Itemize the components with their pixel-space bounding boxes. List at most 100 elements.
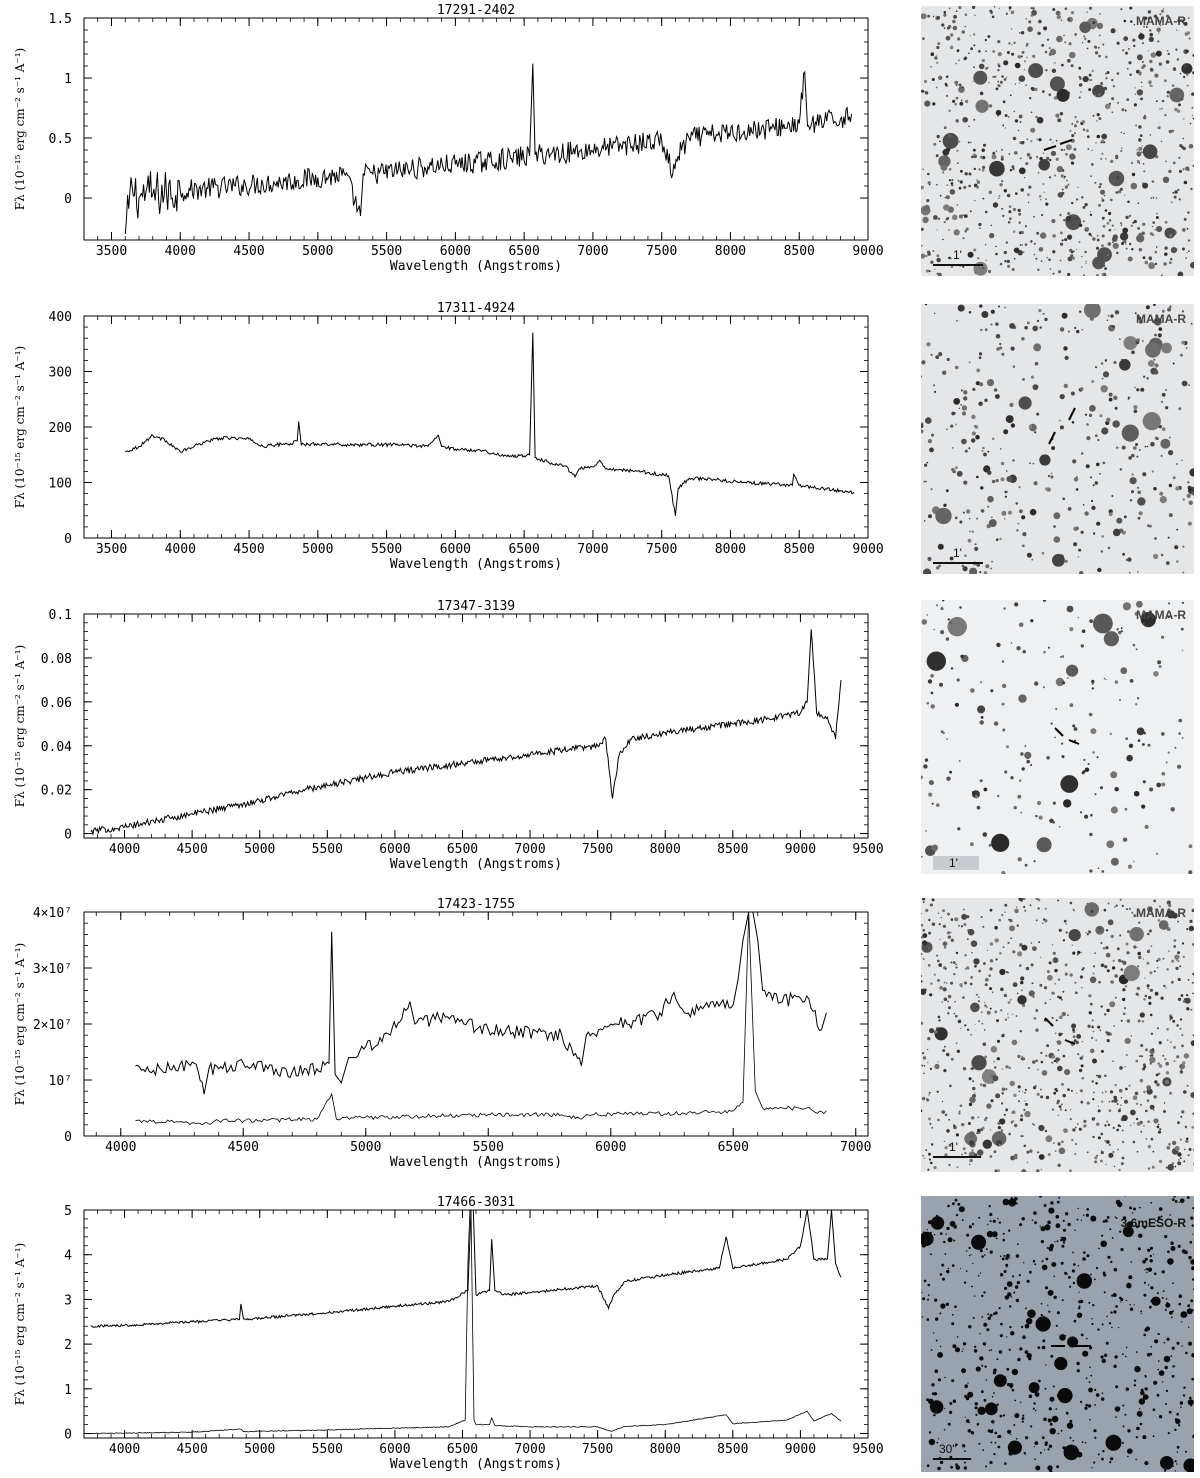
star	[1141, 145, 1143, 147]
star	[1086, 933, 1089, 936]
star	[945, 1302, 950, 1306]
star	[1143, 16, 1147, 20]
finding-chart-3: MAMA-R 1'	[921, 600, 1194, 874]
x-tick-label: 9500	[852, 1442, 883, 1457]
star	[1171, 959, 1175, 963]
star	[942, 171, 945, 174]
x-tick-label: 4500	[228, 1140, 259, 1155]
star	[1029, 97, 1032, 100]
star	[951, 214, 958, 221]
star	[1111, 241, 1114, 244]
star	[921, 1096, 926, 1101]
star	[995, 1093, 1001, 1099]
star	[1174, 1200, 1178, 1203]
star	[962, 1342, 967, 1346]
star	[985, 50, 987, 52]
star	[1046, 38, 1050, 41]
star	[967, 1382, 969, 1384]
star	[1139, 1120, 1143, 1125]
star	[1139, 32, 1142, 34]
star	[1056, 14, 1061, 20]
star	[1086, 129, 1089, 133]
star	[1166, 923, 1169, 925]
star	[926, 269, 930, 273]
star	[1161, 392, 1166, 397]
star	[1181, 380, 1188, 387]
star	[945, 1233, 947, 1235]
star	[1190, 322, 1193, 325]
star	[1046, 1044, 1049, 1048]
star	[1006, 1367, 1010, 1371]
star	[1071, 1269, 1075, 1273]
star	[1110, 771, 1118, 779]
star	[1176, 58, 1180, 61]
spectrum-line-2	[135, 912, 827, 1126]
star	[1170, 1355, 1173, 1357]
star	[1135, 1436, 1139, 1439]
star	[1033, 860, 1036, 863]
star	[1015, 1298, 1020, 1303]
star	[1188, 250, 1190, 252]
star	[1007, 1016, 1010, 1019]
star	[1172, 1347, 1175, 1349]
star	[1110, 857, 1119, 866]
star	[1124, 194, 1126, 196]
star	[1097, 1105, 1100, 1107]
star	[1046, 158, 1049, 160]
star	[988, 1349, 991, 1352]
star	[1001, 1257, 1005, 1261]
star	[1100, 1159, 1103, 1163]
star	[957, 37, 961, 41]
star	[1098, 117, 1102, 121]
star	[1025, 1436, 1029, 1440]
star	[1130, 182, 1138, 190]
star	[1170, 1246, 1176, 1251]
star	[1043, 1204, 1047, 1207]
star	[1169, 305, 1172, 308]
star	[1098, 980, 1101, 984]
star	[976, 475, 979, 479]
star	[1119, 1296, 1122, 1300]
star	[1094, 1388, 1097, 1391]
star	[1178, 1302, 1181, 1306]
star	[1002, 1414, 1006, 1417]
star	[1063, 34, 1065, 37]
star	[1049, 1396, 1055, 1402]
star	[921, 980, 923, 983]
star	[1101, 377, 1104, 380]
star	[1193, 1288, 1194, 1291]
star	[1094, 181, 1097, 184]
star	[1135, 1351, 1138, 1353]
star	[1158, 32, 1160, 34]
star	[1088, 1381, 1091, 1383]
star	[955, 963, 957, 966]
star	[1125, 737, 1129, 741]
star	[1060, 242, 1064, 246]
star	[1193, 1163, 1194, 1165]
star	[1161, 732, 1165, 736]
star	[971, 1116, 975, 1120]
star	[1134, 1365, 1141, 1373]
star	[1178, 718, 1182, 723]
star	[958, 141, 961, 143]
star	[1103, 1273, 1107, 1277]
star	[1092, 751, 1095, 754]
star	[1025, 44, 1028, 47]
star	[1165, 987, 1167, 989]
star	[1016, 646, 1021, 651]
star	[948, 167, 952, 171]
star	[954, 1198, 958, 1202]
star	[1161, 1381, 1164, 1383]
star	[1138, 511, 1143, 516]
star	[946, 357, 950, 362]
star	[1128, 743, 1134, 748]
star	[1078, 1068, 1083, 1073]
star	[995, 87, 999, 91]
star	[1047, 1448, 1050, 1451]
star	[1101, 1092, 1104, 1094]
star	[1151, 470, 1154, 473]
star	[1139, 1408, 1141, 1410]
star	[1073, 526, 1078, 531]
star	[967, 538, 972, 543]
star	[1183, 217, 1187, 221]
